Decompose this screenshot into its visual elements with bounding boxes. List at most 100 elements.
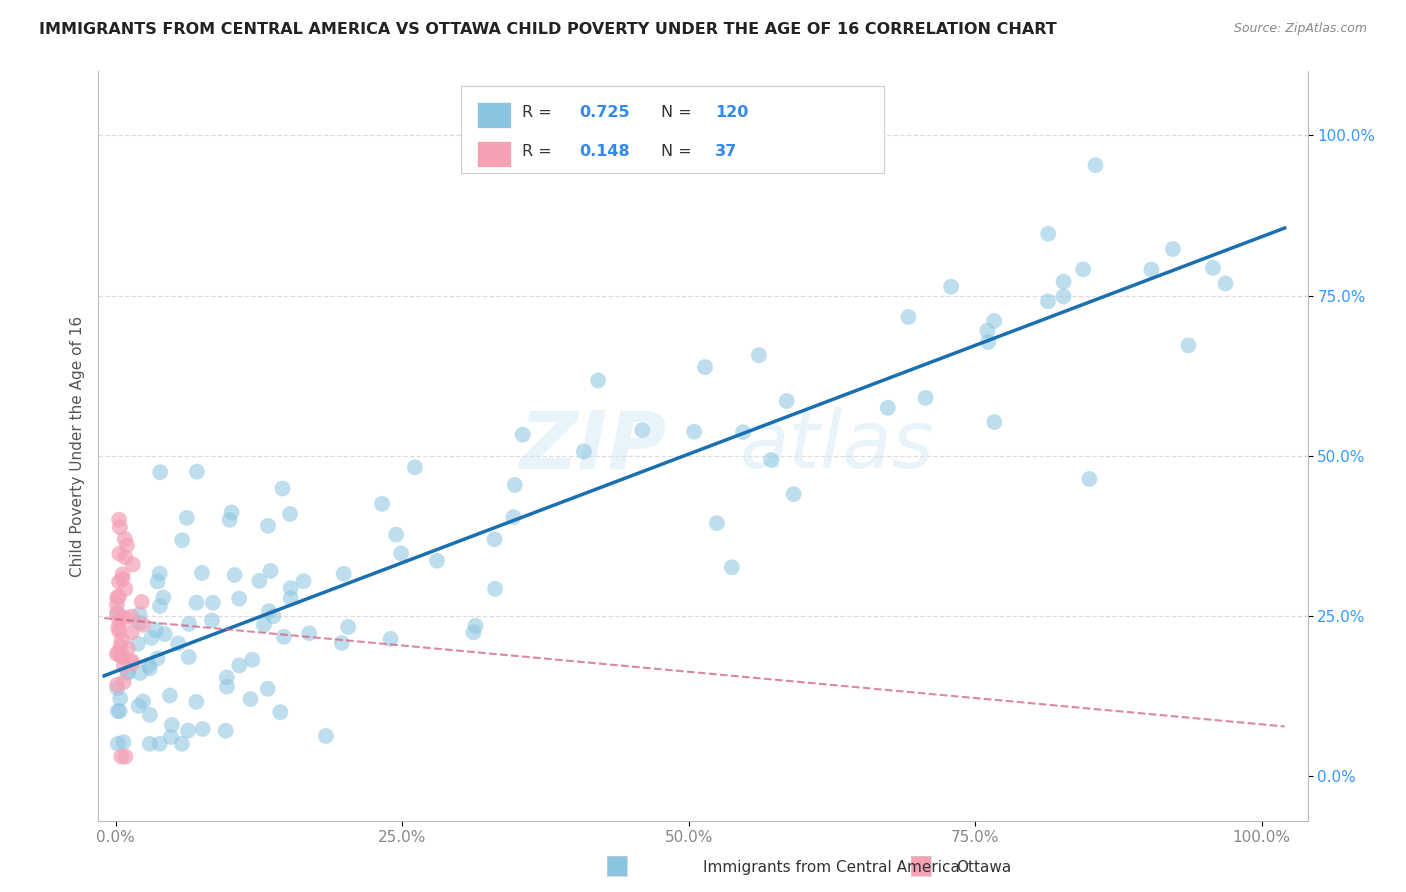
Point bbox=[1215, 277, 1237, 291]
Point bbox=[177, 723, 200, 738]
Point bbox=[983, 415, 1005, 429]
Point bbox=[120, 654, 142, 668]
Point bbox=[132, 694, 155, 708]
Point bbox=[502, 510, 524, 524]
Point bbox=[572, 444, 595, 458]
Point bbox=[876, 401, 898, 415]
Point bbox=[167, 636, 190, 650]
Point bbox=[149, 737, 172, 751]
Point bbox=[129, 666, 152, 681]
Point bbox=[146, 574, 169, 589]
Point bbox=[139, 661, 162, 675]
Point bbox=[256, 681, 278, 696]
Point bbox=[1202, 260, 1225, 275]
Y-axis label: Child Poverty Under the Age of 16: Child Poverty Under the Age of 16 bbox=[69, 316, 84, 576]
Point bbox=[720, 560, 742, 574]
Point bbox=[693, 360, 716, 375]
Text: R =: R = bbox=[522, 105, 557, 120]
Point bbox=[269, 705, 291, 719]
Point bbox=[153, 627, 176, 641]
Point bbox=[1078, 472, 1101, 486]
Point bbox=[280, 591, 302, 606]
Text: N =: N = bbox=[661, 144, 696, 159]
Point bbox=[228, 591, 250, 606]
Point bbox=[114, 550, 136, 565]
Text: R =: R = bbox=[522, 144, 557, 159]
Point bbox=[280, 581, 302, 595]
Point bbox=[108, 691, 131, 706]
Point bbox=[939, 279, 962, 293]
Point bbox=[257, 518, 280, 533]
Point bbox=[426, 554, 449, 568]
Point bbox=[897, 310, 920, 324]
Text: 0.725: 0.725 bbox=[579, 105, 630, 120]
Point bbox=[292, 574, 315, 589]
Point bbox=[108, 613, 131, 627]
Point bbox=[176, 510, 198, 524]
Point bbox=[149, 465, 172, 479]
Point bbox=[201, 614, 224, 628]
Point bbox=[108, 590, 131, 604]
Point bbox=[186, 596, 208, 610]
Point bbox=[782, 487, 804, 501]
Point bbox=[114, 582, 136, 596]
Point bbox=[512, 427, 534, 442]
Text: Source: ZipAtlas.com: Source: ZipAtlas.com bbox=[1233, 22, 1367, 36]
Point bbox=[983, 314, 1005, 328]
Point bbox=[1038, 227, 1060, 241]
Point bbox=[503, 478, 526, 492]
Point bbox=[149, 599, 172, 613]
Point bbox=[404, 460, 426, 475]
Point bbox=[1084, 158, 1107, 172]
FancyBboxPatch shape bbox=[461, 87, 884, 172]
Point bbox=[385, 527, 408, 541]
Point bbox=[1161, 242, 1184, 256]
Point bbox=[221, 506, 243, 520]
Point bbox=[257, 604, 280, 618]
Point bbox=[484, 582, 506, 596]
Point bbox=[114, 532, 136, 546]
Point bbox=[371, 497, 394, 511]
Point bbox=[228, 658, 250, 673]
Point bbox=[271, 482, 294, 496]
Point bbox=[380, 632, 402, 646]
Point bbox=[105, 681, 128, 695]
Text: 37: 37 bbox=[716, 144, 737, 159]
Point bbox=[132, 617, 155, 632]
Point bbox=[141, 631, 163, 645]
Point bbox=[215, 723, 238, 738]
Point bbox=[110, 749, 132, 764]
Point bbox=[107, 737, 129, 751]
Point bbox=[259, 564, 281, 578]
Point bbox=[111, 649, 134, 664]
Point bbox=[1071, 262, 1094, 277]
Point bbox=[111, 572, 134, 586]
Point bbox=[105, 607, 128, 621]
Point bbox=[107, 621, 129, 635]
Point bbox=[117, 641, 139, 656]
Text: Immigrants from Central America: Immigrants from Central America bbox=[703, 860, 960, 874]
Point bbox=[177, 617, 200, 632]
Text: 0.148: 0.148 bbox=[579, 144, 630, 159]
Point bbox=[262, 609, 284, 624]
Point bbox=[111, 567, 134, 582]
Point bbox=[108, 547, 131, 561]
Point bbox=[146, 651, 169, 665]
Point bbox=[315, 729, 337, 743]
Point bbox=[215, 680, 238, 694]
Point bbox=[145, 623, 167, 637]
Point bbox=[191, 566, 214, 580]
Point bbox=[107, 606, 129, 620]
Point bbox=[114, 749, 136, 764]
Point bbox=[389, 546, 412, 560]
Point bbox=[108, 520, 131, 534]
Point bbox=[464, 619, 486, 633]
Point bbox=[1036, 294, 1059, 309]
Point bbox=[112, 658, 135, 673]
Point bbox=[105, 598, 128, 612]
Point bbox=[330, 636, 353, 650]
Point bbox=[128, 607, 150, 621]
Text: ZIP: ZIP bbox=[519, 407, 666, 485]
Point bbox=[139, 707, 162, 722]
Point bbox=[128, 615, 150, 630]
